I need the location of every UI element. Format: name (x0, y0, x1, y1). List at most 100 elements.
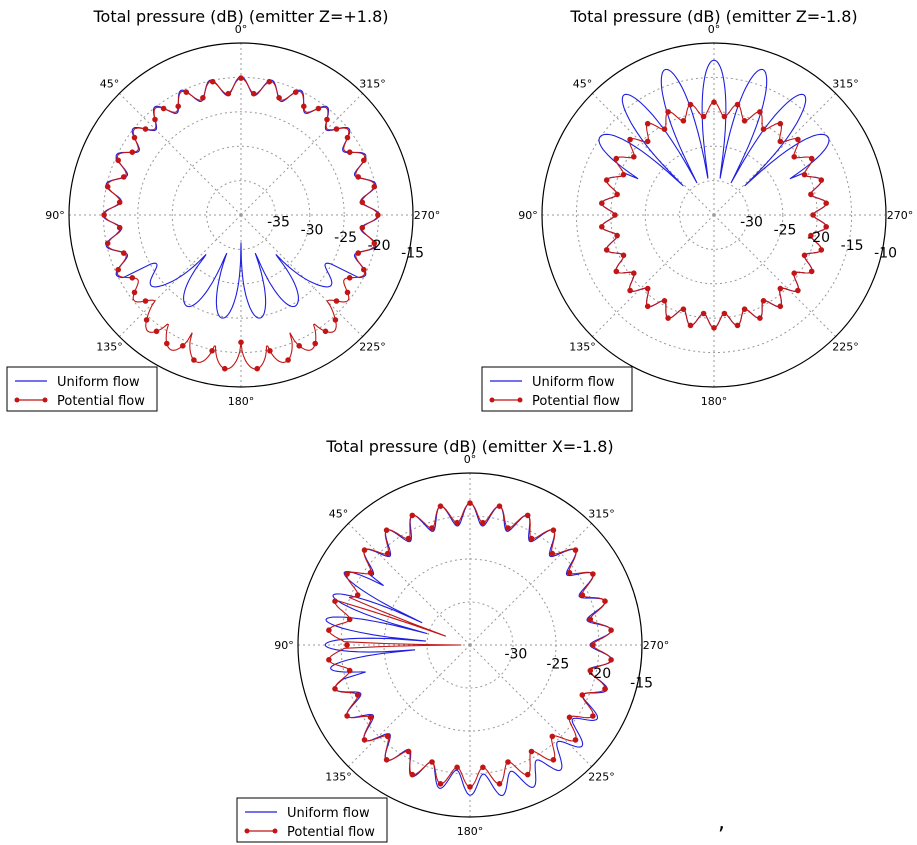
potential-flow-marker (429, 759, 435, 765)
potential-flow-marker (332, 598, 338, 605)
grid-spoke (469, 523, 592, 646)
potential-flow-marker (254, 365, 261, 372)
grid-spoke (348, 523, 471, 646)
polar-plot-emitter-z-minus: Total pressure (dB) (emitter Z=-1.8)0° 45… (481, 7, 913, 412)
angle-tick-label: 135° (569, 341, 596, 354)
potential-flow-marker (315, 105, 322, 112)
potential-flow-marker (644, 303, 651, 310)
potential-flow-marker (367, 569, 374, 576)
legend-label: Uniform flow (57, 375, 140, 390)
legend-box (236, 797, 388, 843)
potential-flow-marker (777, 120, 784, 127)
potential-flow-marker (200, 95, 206, 101)
potential-flow-marker (602, 686, 608, 692)
potential-flow-marker (116, 224, 123, 231)
legend-marker (489, 397, 495, 403)
legend: Uniform flow Potential flow (481, 366, 633, 412)
potential-flow-marker (467, 784, 473, 790)
potential-flow-marker (801, 171, 808, 178)
potential-flow-marker (644, 138, 651, 145)
potential-flow-marker (587, 616, 594, 623)
potential-flow-marker (757, 109, 763, 115)
potential-flow-marker (326, 657, 332, 663)
potential-flow-marker (791, 270, 798, 277)
potential-flow-marker (608, 657, 614, 663)
potential-flow-marker (104, 183, 111, 190)
potential-flow-marker (587, 667, 594, 674)
potential-flow-marker (296, 343, 303, 349)
potential-flow-marker (332, 317, 339, 323)
grid-circle (206, 180, 276, 250)
potential-flow-marker (528, 535, 535, 542)
potential-flow-marker (324, 116, 330, 123)
potential-flow-marker (631, 270, 637, 277)
radial-tick-label: -20 (807, 230, 830, 246)
potential-flow-marker (152, 116, 158, 123)
potential-flow-marker (700, 310, 707, 317)
grid-spoke (240, 93, 363, 216)
potential-flow-marker (354, 592, 361, 598)
legend-marker (14, 397, 20, 403)
potential-flow-marker (808, 232, 814, 239)
potential-flow-marker (579, 692, 586, 698)
angle-tick-label: 0° (464, 453, 477, 466)
radial-tick-label: -15 (630, 676, 653, 692)
uniform-flow-line (324, 502, 613, 797)
potential-flow-marker (644, 120, 651, 127)
potential-flow-marker (312, 340, 319, 347)
chart-title: Total pressure (dB) (emitter Z=+1.8) (93, 7, 389, 26)
potential-flow-marker (810, 212, 816, 218)
angle-tick-label: 0° (235, 23, 248, 36)
radial-tick-label: -20 (368, 238, 391, 254)
potential-flow-marker (603, 247, 610, 253)
radial-tick-label: -15 (841, 238, 864, 254)
angle-tick-label: 0° (708, 23, 721, 36)
legend-label: Potential flow (287, 825, 375, 840)
potential-flow-marker (620, 252, 627, 259)
potential-flow-marker (250, 90, 257, 97)
potential-flow-marker (721, 310, 728, 317)
angle-tick-label: 225° (832, 341, 859, 354)
grid-circle (137, 111, 345, 319)
potential-flow-marker (566, 714, 573, 721)
potential-flow-marker (550, 527, 557, 534)
angle-tick-label: 270° (643, 639, 670, 652)
potential-flow-marker (808, 191, 814, 198)
potential-flow-marker (142, 298, 149, 304)
radial-tick-label: -30 (504, 647, 527, 663)
legend-marker (42, 397, 48, 403)
potential-flow-marker (599, 224, 605, 230)
radial-tick-label: -35 (267, 215, 290, 231)
potential-flow-marker (131, 134, 138, 141)
potential-flow-marker (225, 90, 232, 97)
potential-flow-marker (579, 592, 586, 598)
potential-flow-marker (721, 113, 728, 120)
potential-flow-marker (332, 686, 338, 692)
potential-flow-marker (266, 78, 273, 85)
potential-flow-marker (346, 149, 353, 155)
potential-flow-marker (121, 174, 127, 180)
angle-tick-label: 270° (414, 209, 441, 222)
potential-flow-marker (175, 103, 181, 110)
potential-flow-marker (808, 155, 815, 162)
potential-flow-marker (505, 525, 511, 531)
potential-flow-marker (599, 200, 605, 206)
potential-flow-marker (549, 550, 556, 557)
potential-flow-marker (687, 101, 694, 108)
potential-flow-marker (129, 149, 136, 155)
potential-flow-marker (359, 224, 366, 231)
potential-flow-marker (405, 748, 412, 755)
potential-flow-marker (322, 328, 329, 335)
radial-tick-label: -25 (546, 656, 569, 672)
potential-flow-marker (454, 519, 460, 526)
potential-flow-marker (346, 667, 353, 674)
potential-flow-marker (741, 118, 748, 124)
polar-frame (297, 472, 643, 818)
potential-flow-marker (344, 713, 350, 719)
radial-tick-label: -10 (874, 246, 897, 262)
potential-flow-marker (405, 535, 412, 542)
potential-flow-marker (734, 101, 741, 108)
potential-flow-marker (496, 503, 503, 510)
potential-flow-marker (550, 757, 557, 763)
potential-flow-marker (590, 571, 596, 577)
